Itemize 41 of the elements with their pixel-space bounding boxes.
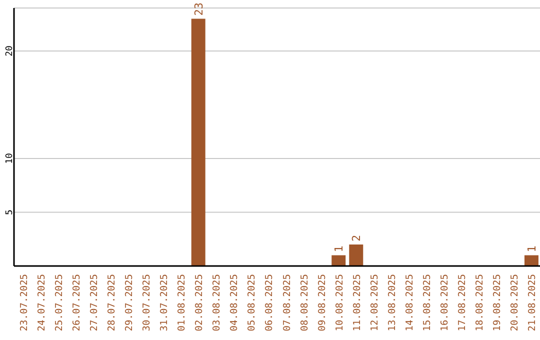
data-label: 1 [332, 246, 346, 252]
bar [191, 18, 206, 266]
x-tick-label: 24.07.2025 [36, 274, 48, 332]
y-tick-label: 10 [5, 153, 15, 164]
data-label: 23 [192, 2, 206, 16]
x-tick-label: 27.07.2025 [88, 274, 100, 332]
x-tick-label: 05.08.2025 [246, 274, 258, 332]
x-tick-label: 19.08.2025 [492, 274, 504, 332]
x-tick-label: 13.08.2025 [386, 274, 398, 332]
x-tick-label: 12.08.2025 [369, 274, 380, 332]
x-tick-label: 30.07.2025 [142, 274, 152, 332]
y-tick-label: 20 [5, 46, 15, 56]
x-tick-label: 17.08.2025 [457, 274, 468, 332]
y-tick-label: 5 [5, 210, 15, 215]
x-tick-label: 31.07.2025 [159, 274, 170, 332]
x-tick-label: 20.08.2025 [510, 274, 521, 332]
x-tick-label: 29.07.2025 [124, 274, 135, 332]
data-label: 1 [525, 246, 538, 252]
x-tick-label: 14.08.2025 [404, 274, 416, 332]
x-tick-label: 07.08.2025 [282, 274, 293, 332]
x-tick-label: 08.08.2025 [299, 274, 310, 332]
x-tick-label: 10.08.2025 [334, 274, 346, 332]
x-tick-label: 06.08.2025 [264, 274, 276, 332]
x-tick-label: 28.07.2025 [106, 274, 118, 332]
x-tick-label: 23.07.2025 [18, 274, 30, 332]
x-tick-label: 04.08.2025 [229, 274, 240, 332]
x-tick-label: 03.08.2025 [212, 274, 223, 332]
bar [524, 255, 538, 266]
x-tick-label: 26.07.2025 [71, 274, 82, 332]
x-tick-label: 11.08.2025 [352, 274, 363, 332]
x-tick-label: 21.08.2025 [527, 274, 538, 332]
x-tick-label: 15.08.2025 [422, 274, 434, 332]
x-tick-label: 25.07.2025 [54, 274, 65, 332]
x-tick-label: 18.08.2025 [474, 274, 486, 332]
bar [332, 255, 346, 266]
x-tick-label: 16.08.2025 [440, 274, 451, 332]
data-label: 2 [350, 234, 364, 242]
x-tick-label: 02.08.2025 [194, 274, 206, 332]
bar [349, 244, 364, 266]
x-tick-label: 01.08.2025 [176, 274, 188, 332]
x-tick-label: 09.08.2025 [316, 274, 328, 332]
